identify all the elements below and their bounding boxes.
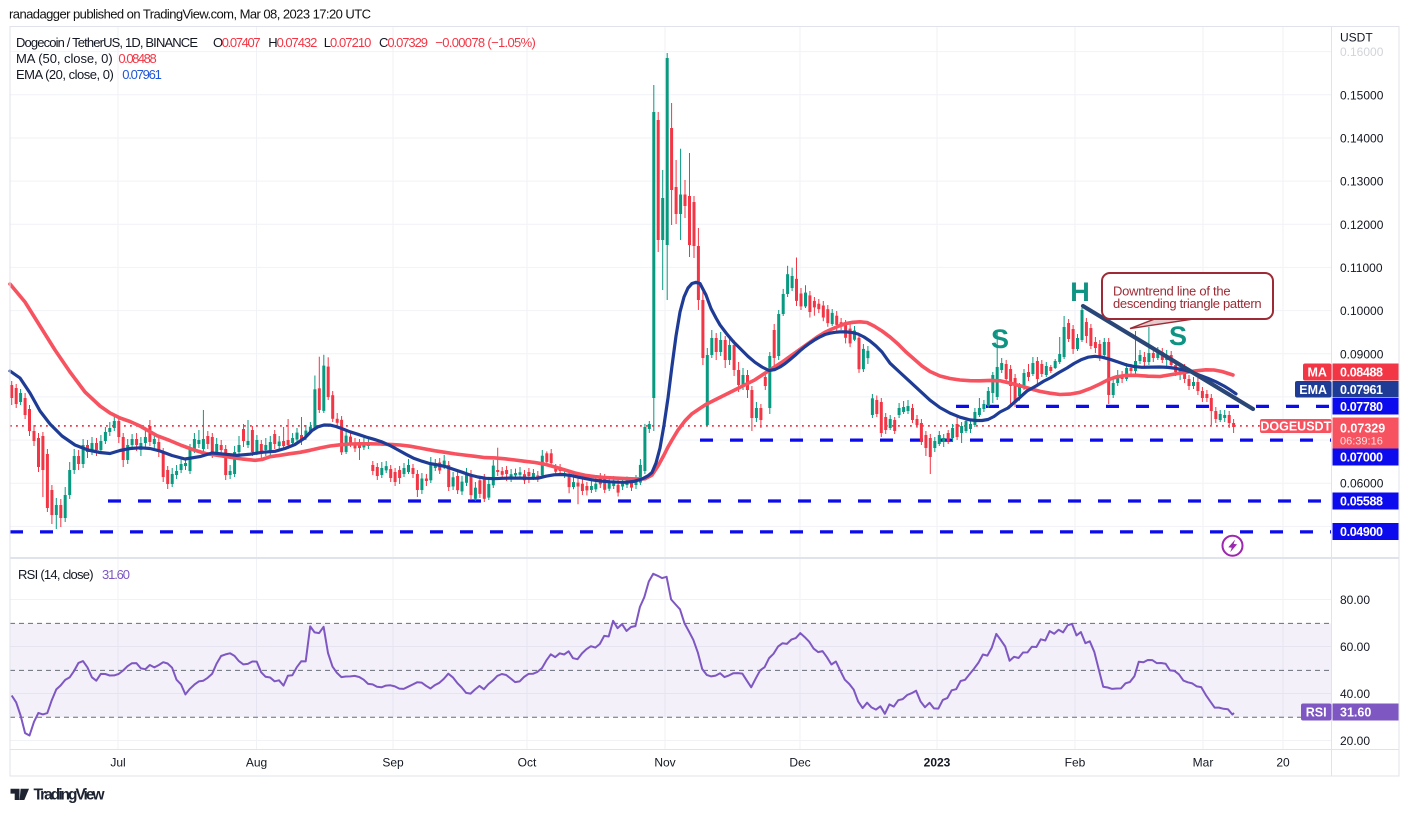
svg-text:L0.07210: L0.07210 [324, 35, 372, 50]
svg-text:Dec: Dec [789, 756, 810, 770]
svg-text:H: H [1070, 277, 1090, 307]
svg-text:20: 20 [1276, 756, 1290, 770]
svg-text:60.00: 60.00 [1340, 640, 1370, 654]
svg-text:0.06000: 0.06000 [1340, 477, 1384, 491]
svg-text:06:39:16: 06:39:16 [1340, 436, 1383, 448]
svg-text:0.14000: 0.14000 [1340, 132, 1384, 146]
svg-text:C0.07329: C0.07329 [379, 35, 428, 50]
svg-text:0.07780: 0.07780 [1340, 400, 1383, 414]
svg-text:RSI: RSI [1306, 706, 1327, 720]
svg-text:0.08488: 0.08488 [118, 51, 156, 66]
svg-text:0.16000: 0.16000 [1340, 45, 1384, 59]
svg-text:Feb: Feb [1065, 756, 1086, 770]
svg-text:0.10000: 0.10000 [1340, 304, 1384, 318]
svg-text:2023: 2023 [924, 756, 951, 770]
svg-text:Nov: Nov [654, 756, 675, 770]
svg-text:0.07961: 0.07961 [122, 67, 162, 82]
svg-text:−0.00078 (−1.05%): −0.00078 (−1.05%) [435, 35, 536, 50]
svg-text:0.04900: 0.04900 [1340, 525, 1383, 539]
svg-text:O0.07407: O0.07407 [213, 35, 261, 50]
svg-text:USDT: USDT [1340, 31, 1373, 45]
svg-text:ranadagger published on Tradin: ranadagger published on TradingView.com,… [9, 7, 371, 22]
svg-text:0.12000: 0.12000 [1340, 218, 1384, 232]
svg-text:S: S [1169, 321, 1187, 351]
svg-text:TradingView: TradingView [34, 787, 106, 804]
svg-text:S: S [991, 324, 1009, 354]
svg-text:Downtrend line of the: Downtrend line of the [1113, 284, 1231, 299]
svg-text:0.08488: 0.08488 [1340, 366, 1383, 380]
svg-text:0.13000: 0.13000 [1340, 175, 1384, 189]
svg-text:0.05588: 0.05588 [1340, 495, 1383, 509]
svg-text:H0.07432: H0.07432 [268, 35, 317, 50]
svg-text:Aug: Aug [246, 756, 267, 770]
svg-text:Sep: Sep [382, 756, 404, 770]
svg-text:Mar: Mar [1193, 756, 1214, 770]
svg-text:MA (50, close, 0): MA (50, close, 0) [16, 51, 113, 66]
svg-text:0.11000: 0.11000 [1340, 261, 1383, 275]
svg-text:descending triangle pattern: descending triangle pattern [1113, 296, 1262, 311]
svg-text:EMA (20, close, 0): EMA (20, close, 0) [16, 67, 114, 82]
svg-text:RSI (14, close): RSI (14, close) [18, 567, 94, 582]
svg-text:Jul: Jul [110, 756, 125, 770]
svg-text:0.09000: 0.09000 [1340, 347, 1384, 361]
svg-text:80.00: 80.00 [1340, 593, 1370, 607]
svg-text:EMA: EMA [1299, 383, 1327, 397]
svg-text:0.07329: 0.07329 [1340, 422, 1385, 436]
svg-text:MA: MA [1307, 366, 1326, 380]
svg-text:31.60: 31.60 [102, 567, 130, 582]
svg-text:Oct: Oct [518, 756, 537, 770]
svg-text:20.00: 20.00 [1340, 734, 1370, 748]
svg-text:0.15000: 0.15000 [1340, 88, 1384, 102]
svg-text:0.07000: 0.07000 [1340, 451, 1383, 465]
svg-text:31.60: 31.60 [1340, 706, 1371, 720]
svg-text:DOGEUSDT: DOGEUSDT [1260, 420, 1331, 434]
svg-text:40.00: 40.00 [1340, 687, 1370, 701]
svg-text:0.07961: 0.07961 [1340, 383, 1383, 397]
svg-text:Dogecoin / TetherUS, 1D, BINAN: Dogecoin / TetherUS, 1D, BINANCE [16, 35, 198, 50]
